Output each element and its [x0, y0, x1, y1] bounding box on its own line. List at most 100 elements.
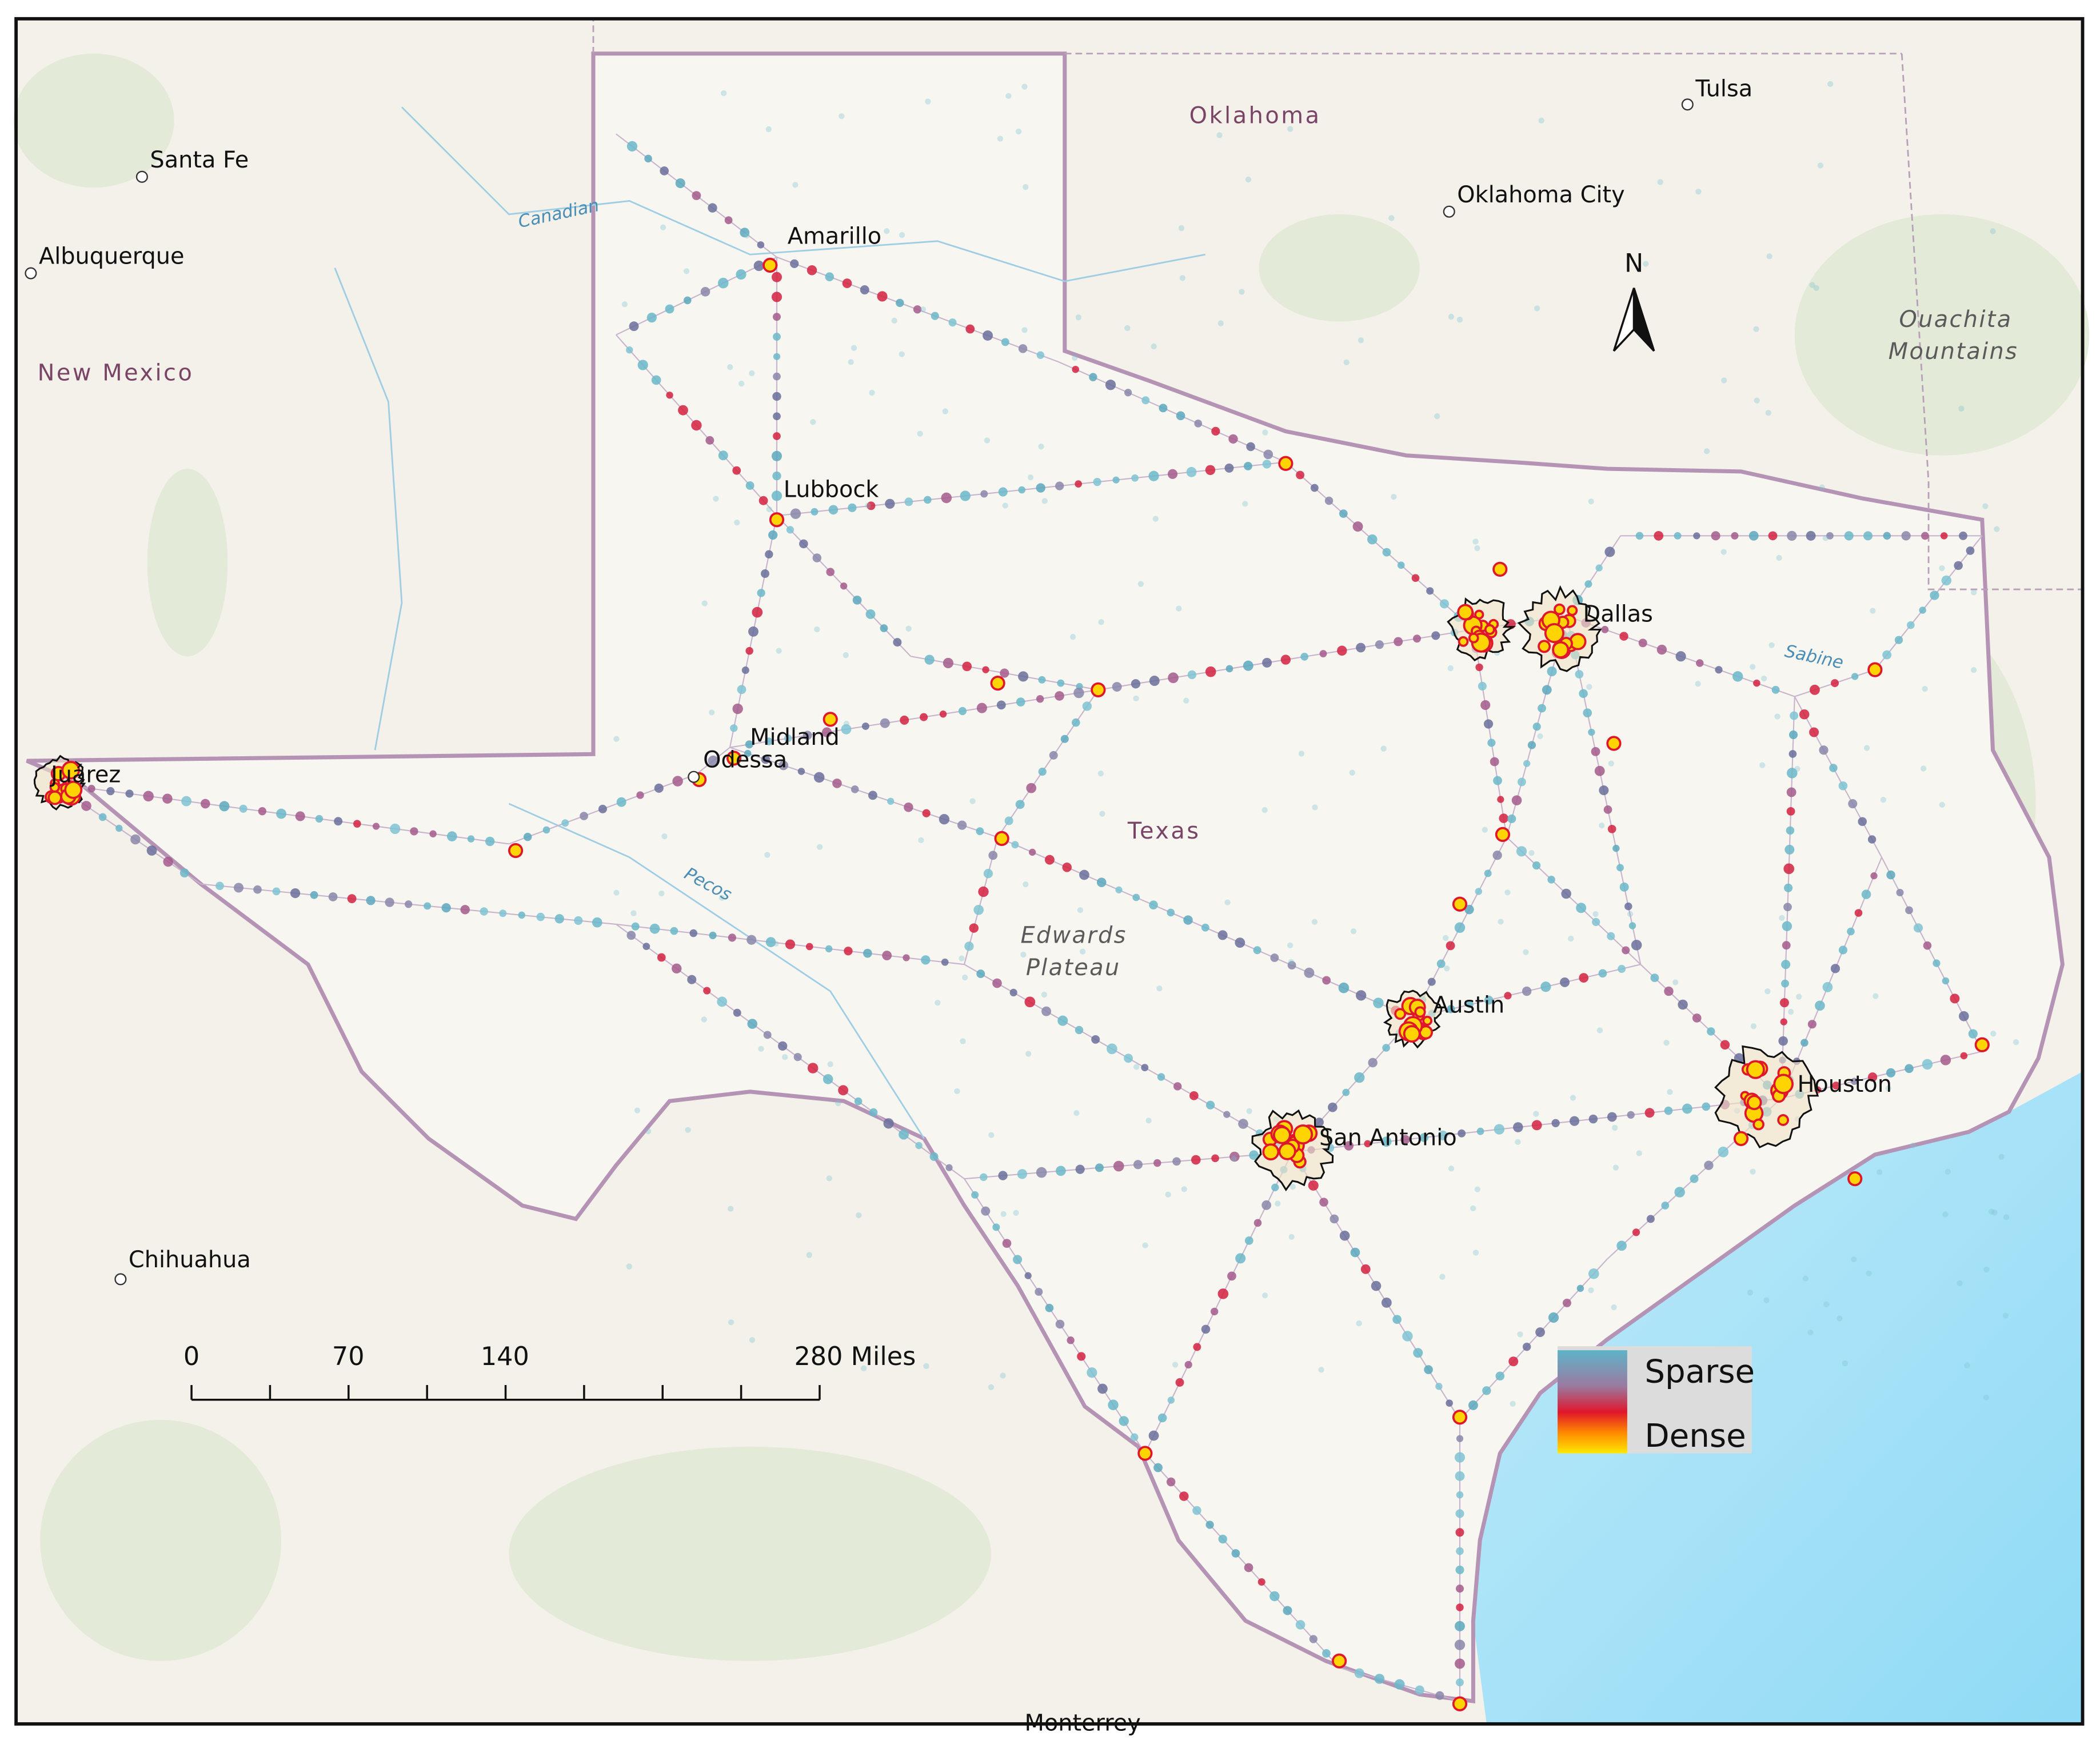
density-dot — [1354, 1072, 1365, 1083]
density-dot — [1592, 911, 1599, 917]
density-dot — [1959, 1011, 1969, 1021]
density-dot — [1885, 1085, 1891, 1092]
hotspot-core — [1454, 1411, 1466, 1423]
density-dot — [786, 526, 795, 534]
city-boundary — [1714, 1045, 1819, 1149]
density-dot — [848, 359, 854, 365]
density-dot — [1004, 816, 1013, 825]
density-dot — [826, 1175, 832, 1182]
density-dot — [992, 978, 1002, 988]
density-dot — [1224, 463, 1234, 473]
density-dot — [899, 351, 905, 357]
density-dot — [813, 772, 825, 783]
density-dot — [1493, 776, 1502, 785]
density-dot — [561, 819, 569, 827]
density-dot — [1836, 1315, 1843, 1322]
density-dot — [757, 589, 765, 597]
density-dot — [1484, 869, 1492, 877]
density-dot — [1049, 751, 1058, 760]
hotspot-core — [764, 260, 776, 271]
density-dot — [115, 824, 123, 832]
density-dot — [761, 755, 770, 764]
density-dot — [1499, 813, 1508, 823]
density-dot — [1149, 676, 1160, 686]
density-dot — [1017, 1169, 1028, 1179]
density-dot — [1244, 1236, 1253, 1245]
density-dot — [1583, 708, 1592, 718]
density-dot — [592, 917, 602, 928]
gulf-of-mexico — [1473, 1071, 2083, 1724]
density-dot — [1796, 993, 1802, 1000]
density-dot — [973, 904, 984, 915]
density-dot — [998, 1171, 1008, 1180]
density-dot — [1141, 1064, 1149, 1072]
city-marker — [688, 771, 700, 783]
density-dot — [709, 709, 715, 716]
density-dot — [1863, 531, 1873, 541]
density-dot — [1289, 1183, 1296, 1190]
density-dot — [1153, 1463, 1163, 1472]
density-dot — [1779, 915, 1785, 921]
density-dot — [1439, 1274, 1446, 1280]
density-dot — [718, 450, 728, 461]
density-dot — [1218, 1534, 1227, 1544]
density-dot — [626, 1263, 632, 1270]
density-dot — [654, 783, 664, 793]
hotspot-core — [1608, 738, 1619, 749]
density-dot — [988, 1384, 995, 1390]
hotspot-core — [1460, 638, 1467, 645]
density-dot — [1456, 1678, 1464, 1687]
density-dot — [1851, 673, 1859, 680]
density-dot — [1627, 1111, 1635, 1119]
density-dot — [1001, 338, 1009, 346]
density-dot — [1024, 1272, 1032, 1279]
density-dot — [805, 943, 813, 951]
density-dot — [1619, 882, 1629, 892]
density-dot — [945, 1164, 953, 1171]
scale-bar — [190, 1385, 821, 1401]
density-dot — [1172, 1362, 1179, 1368]
density-dot — [1269, 1591, 1280, 1602]
density-dot — [856, 1212, 862, 1219]
density-dot — [1533, 1111, 1539, 1117]
density-dot — [1971, 589, 1977, 596]
density-dot — [1586, 684, 1592, 690]
density-dot — [1080, 948, 1086, 955]
place-label: Houston — [1797, 1071, 1892, 1098]
density-dot — [1424, 1365, 1433, 1374]
density-dot — [1397, 561, 1405, 569]
density-dot — [887, 797, 895, 805]
density-dot — [988, 851, 998, 860]
road — [729, 747, 998, 838]
density-dot — [1765, 410, 1772, 416]
city-marker — [114, 1273, 127, 1286]
density-dot — [1842, 1360, 1849, 1367]
density-dot — [1435, 1383, 1443, 1390]
density-dot — [310, 891, 318, 899]
density-dot — [1394, 1679, 1405, 1690]
region-label: Texas — [1127, 818, 1201, 844]
density-dot — [969, 798, 976, 804]
density-dot — [1603, 805, 1612, 814]
road — [1794, 696, 1882, 858]
density-dot — [1339, 509, 1348, 518]
density-dot — [1456, 317, 1463, 323]
place-label: San Antonio — [1319, 1125, 1457, 1151]
density-dot — [821, 727, 832, 737]
density-dot — [366, 896, 376, 905]
density-dot — [1318, 1367, 1324, 1373]
density-dot — [1322, 1649, 1331, 1658]
density-dot — [1055, 691, 1064, 701]
density-dot — [1922, 685, 1928, 692]
density-dot — [1025, 1051, 1032, 1057]
hotspot-core — [1748, 1062, 1763, 1077]
density-dot — [1446, 941, 1455, 951]
density-dot — [1704, 1160, 1714, 1170]
density-dot — [1867, 835, 1877, 844]
density-dot — [732, 466, 741, 475]
density-dot — [1753, 326, 1759, 332]
density-dot — [904, 803, 913, 812]
density-dot — [1588, 1287, 1594, 1294]
density-dot — [661, 833, 668, 840]
density-dot — [1788, 730, 1798, 740]
